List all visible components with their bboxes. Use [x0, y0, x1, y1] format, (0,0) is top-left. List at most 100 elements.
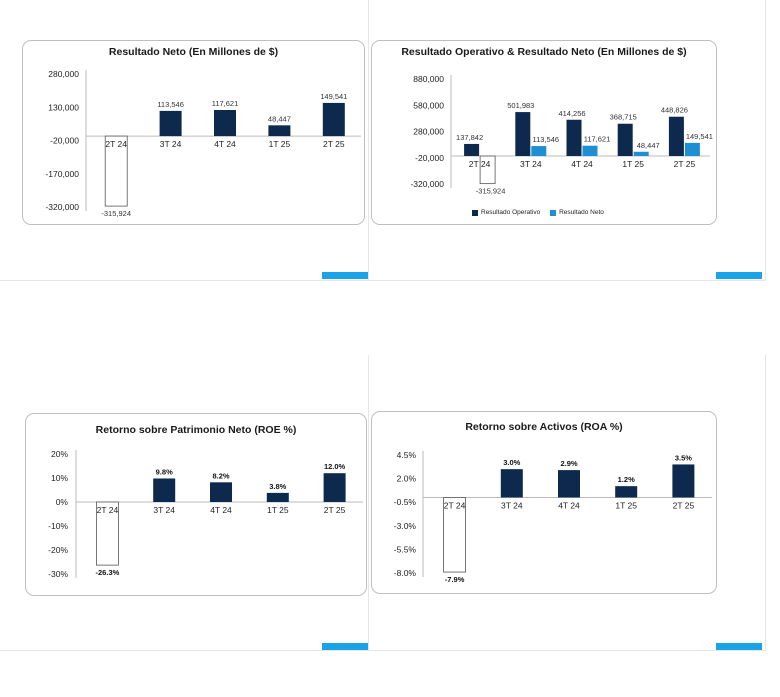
data-label-operativo: 414,256 — [558, 109, 585, 118]
y-tick-label: -20% — [48, 545, 68, 555]
bar — [210, 482, 232, 502]
bar-resultado-operativo — [668, 116, 684, 156]
y-tick-label: -8.0% — [394, 568, 417, 578]
data-label-neto: 48,447 — [637, 141, 660, 150]
y-tick-label: -5.5% — [394, 544, 417, 554]
bar-resultado-operativo — [617, 123, 633, 156]
data-label: 3.5% — [675, 453, 692, 462]
y-tick-label: -20,000 — [415, 153, 444, 163]
x-category-label: 2T 24 — [444, 500, 466, 510]
bar-resultado-neto — [633, 151, 649, 156]
data-label-operativo: 501,983 — [507, 101, 534, 110]
x-category-label: 1T 25 — [615, 500, 637, 510]
bar — [214, 109, 236, 137]
chart-svg: 4.5% 2.0% -0.5% -3.0% -5.5% -8.0% -7.9% 2T 24 3.… — [394, 450, 712, 584]
y-tick-label: -3.0% — [394, 521, 417, 531]
bar-resultado-operativo — [566, 119, 582, 156]
legend-label: Resultado Neto — [559, 209, 604, 216]
bar — [104, 135, 128, 207]
slide-accent-bar — [716, 643, 762, 650]
bar-resultado-neto — [582, 145, 598, 156]
bar — [266, 492, 289, 502]
x-category-label: 2T 25 — [674, 159, 696, 169]
bar — [672, 464, 695, 498]
data-label-neto: 149,541 — [686, 132, 713, 141]
data-label: 149,541 — [320, 92, 347, 101]
data-label: 2.9% — [560, 459, 577, 468]
legend-swatch-neto — [550, 209, 557, 216]
data-label: 48,447 — [268, 114, 291, 123]
data-label-neto: -315,924 — [476, 187, 506, 196]
y-tick-label: -320,000 — [45, 202, 79, 212]
bar — [323, 473, 346, 502]
data-label: 113,546 — [157, 100, 184, 109]
y-tick-label: -30% — [48, 569, 68, 579]
chart-title: Retorno sobre Activos (ROA %) — [465, 421, 623, 433]
data-label: 3.8% — [269, 482, 286, 491]
slide-accent-bar — [716, 272, 762, 279]
data-label: 3.0% — [503, 458, 520, 467]
data-label: 12.0% — [324, 462, 346, 471]
bar — [500, 469, 523, 498]
chart-title: Resultado Operativo & Resultado Neto (En… — [401, 46, 687, 58]
y-tick-label: 130,000 — [48, 102, 79, 112]
y-tick-label: 10% — [51, 473, 68, 483]
bar — [443, 497, 466, 573]
slide-accent-bar — [322, 272, 368, 279]
bar — [615, 486, 638, 498]
x-category-label: 1T 25 — [269, 139, 291, 149]
y-tick-label: 0% — [56, 497, 69, 507]
bar — [558, 470, 580, 498]
chart-card-roe: Retorno sobre Patrimonio Neto (ROE %) 20… — [25, 413, 367, 596]
legend-swatch-operativo — [472, 209, 478, 216]
y-tick-label: 280,000 — [413, 127, 444, 137]
y-tick-label: -10% — [48, 521, 68, 531]
x-category-label: 3T 24 — [520, 159, 542, 169]
chart-title: Retorno sobre Patrimonio Neto (ROE %) — [95, 424, 297, 436]
chart-svg: 20% 10% 0% -10% -20% -30% -26.3% 2T 24 9.8% 3T 24… — [48, 449, 363, 579]
data-label: 1.2% — [618, 475, 635, 484]
y-tick-label: -0.5% — [394, 497, 417, 507]
chart-svg: 880,000 580,000 280,000 -20,000 -320,000 137,… — [410, 74, 713, 196]
x-category-label: 2T 25 — [323, 139, 345, 149]
chart-card-operativo-neto: Resultado Operativo & Resultado Neto (En… — [371, 40, 717, 225]
y-tick-label: 20% — [51, 449, 68, 459]
y-tick-label: -320,000 — [410, 179, 444, 189]
y-tick-label: 880,000 — [413, 74, 444, 84]
data-label-neto: 113,546 — [533, 135, 560, 144]
data-label-neto: 117,621 — [584, 135, 611, 144]
data-label-operativo: 137,842 — [456, 133, 483, 142]
y-tick-label: 280,000 — [48, 69, 79, 79]
bar-resultado-operativo — [515, 112, 531, 156]
chart-legend: Resultado Operativo Resultado Neto — [472, 209, 604, 216]
bar — [159, 110, 182, 137]
bar — [153, 478, 176, 502]
x-category-label: 3T 24 — [160, 139, 182, 149]
data-label: 8.2% — [212, 471, 229, 480]
x-category-label: 3T 24 — [153, 505, 175, 515]
x-category-label: 1T 25 — [622, 159, 644, 169]
bar-resultado-operativo — [464, 143, 480, 156]
y-tick-label: 2.0% — [397, 474, 417, 484]
chart-title: Resultado Neto (En Millones de $) — [108, 46, 279, 58]
x-category-label: 2T 24 — [105, 139, 127, 149]
chart-svg: 280,000 130,000 -20,000 -170,000 -320,000 -31… — [45, 69, 361, 218]
legend-label: Resultado Operativo — [481, 209, 541, 216]
bar — [268, 125, 291, 137]
x-category-label: 4T 24 — [571, 159, 593, 169]
y-tick-label: 4.5% — [397, 450, 417, 460]
data-label-operativo: 448,826 — [661, 106, 688, 115]
x-category-label: 4T 24 — [210, 505, 232, 515]
chart-card-resultado-neto: Resultado Neto (En Millones de $) 280,00… — [22, 40, 365, 225]
y-tick-label: -20,000 — [50, 136, 79, 146]
bar-resultado-neto — [531, 146, 547, 156]
data-label: 117,621 — [212, 99, 239, 108]
data-label: -7.9% — [445, 575, 465, 584]
x-category-label: 4T 24 — [214, 139, 236, 149]
slide-accent-bar — [322, 643, 368, 650]
data-label: 9.8% — [156, 467, 173, 476]
chart-card-roa: Retorno sobre Activos (ROA %) 4.5% 2.0% -0… — [371, 411, 717, 594]
data-label: -315,924 — [101, 209, 131, 218]
x-category-label: 2T 24 — [97, 505, 119, 515]
bar — [96, 501, 119, 566]
